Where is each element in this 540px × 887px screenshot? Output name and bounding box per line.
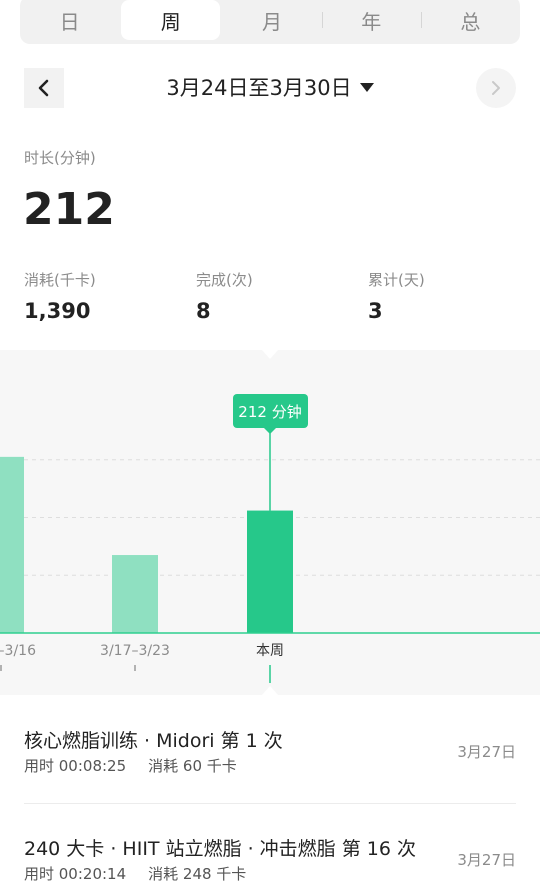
date-range-label: 3月24日至3月30日	[166, 76, 352, 100]
record-duration: 用时 00:08:25	[24, 757, 127, 775]
record-date: 3月27日	[457, 743, 516, 761]
record-calories: 消耗 60 千卡	[148, 757, 237, 775]
tab-week[interactable]: 周	[121, 0, 221, 40]
record-title[interactable]: 核心燃脂训练 · Midori 第 1 次	[24, 730, 283, 752]
weekly-duration-chart[interactable]: 212 分钟 –3/16 3/17–3/23 本周	[0, 350, 540, 695]
x-tick-label: 3/17–3/23	[100, 643, 170, 659]
tooltip	[233, 394, 308, 428]
bar	[0, 456, 24, 633]
record-title[interactable]: 240 大卡 · HIIT 站立燃脂 · 冲击燃脂 第 16 次	[24, 838, 416, 860]
chevron-right-icon	[492, 81, 500, 95]
record-meta: 用时 00:20:14 消耗 248 千卡	[24, 863, 246, 884]
days-value: 3	[368, 299, 383, 323]
tooltip-pointer	[264, 428, 276, 434]
caret-down-icon	[359, 82, 374, 92]
duration-value: 212	[23, 184, 115, 235]
x-tick-label: –3/16	[0, 643, 36, 659]
chart-svg: 212 分钟 –3/16 3/17–3/23 本周	[0, 350, 540, 695]
x-tick-label: 本周	[256, 643, 284, 659]
period-tabs: 日 周 月 年 总	[20, 0, 520, 44]
record-calories: 消耗 248 千卡	[148, 865, 247, 883]
completed-value: 8	[196, 299, 211, 323]
divider	[24, 803, 516, 804]
duration-label: 时长(分钟)	[24, 149, 96, 167]
record-date: 3月27日	[457, 851, 516, 869]
tooltip-label: 212 分钟	[238, 403, 301, 421]
completed-label: 完成(次)	[196, 271, 253, 289]
previous-week-button[interactable]	[24, 68, 64, 108]
calories-value: 1,390	[24, 299, 91, 323]
tab-day[interactable]: 日	[59, 9, 80, 34]
tab-month[interactable]: 月	[262, 9, 282, 34]
bar	[112, 555, 158, 633]
next-week-button[interactable]	[476, 68, 516, 108]
tab-year[interactable]: 年	[321, 0, 421, 40]
days-label: 累计(天)	[368, 271, 425, 289]
date-range-selector[interactable]: 3月24日至3月30日	[0, 72, 540, 102]
record-duration: 用时 00:20:14	[24, 865, 127, 883]
record-meta: 用时 00:08:25 消耗 60 千卡	[24, 755, 237, 776]
chevron-left-icon	[38, 79, 49, 97]
tab-total[interactable]: 总	[420, 0, 520, 40]
bar-selected	[247, 510, 293, 633]
calories-label: 消耗(千卡)	[24, 271, 96, 289]
